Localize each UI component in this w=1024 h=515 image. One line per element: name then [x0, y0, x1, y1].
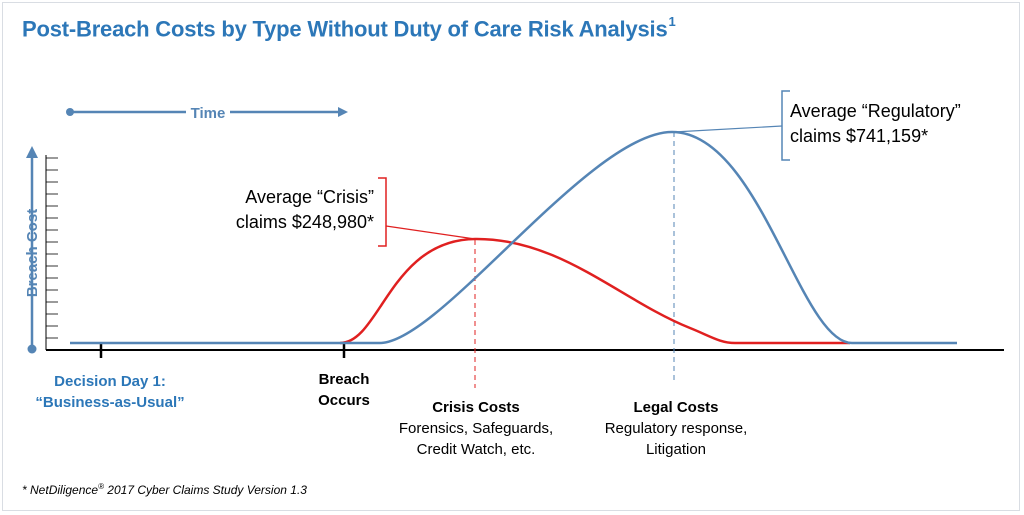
time-arrow — [66, 107, 348, 117]
title-text: Post-Breach Costs by Type Without Duty o… — [22, 16, 668, 42]
breach-line2: Occurs — [318, 392, 370, 409]
legal-costs-title: Legal Costs — [633, 399, 719, 416]
footnote-brand: NetDiligence — [30, 483, 99, 497]
time-label: Time — [191, 105, 226, 122]
legal-costs-line2: Litigation — [645, 441, 707, 458]
crisis-costs-line1: Forensics, Safeguards, — [398, 420, 554, 437]
footnote-rest: 2017 Cyber Claims Study Version 1.3 — [103, 483, 307, 497]
regulatory-annotation-line1: Average “Regulatory” — [790, 101, 961, 121]
breach-line1: Breach — [318, 371, 370, 388]
crisis-costs-title: Crisis Costs — [432, 399, 520, 416]
decision-day-label: Decision Day 1: “Business-as-Usual” — [30, 371, 190, 413]
legal-costs-line1: Regulatory response, — [604, 420, 748, 437]
title-superscript: 1 — [668, 14, 676, 29]
decision-day-line1: Decision Day 1: — [54, 373, 166, 390]
footnote-mark: ® — [98, 482, 104, 491]
breach-occurs-label: Breach Occurs — [294, 369, 394, 411]
crisis-callout-bracket — [378, 177, 476, 247]
crisis-annotation-line1: Average “Crisis” — [245, 187, 374, 207]
y-axis — [26, 146, 38, 354]
legal-costs-label: Legal Costs Regulatory response, Litigat… — [586, 397, 766, 460]
series-crisis-line — [339, 237, 850, 345]
regulatory-annotation-line2: claims $741,159* — [790, 126, 928, 146]
y-axis-label: Breach Cost — [24, 209, 41, 297]
regulatory-callout-bracket — [673, 90, 790, 161]
footnote-prefix: * — [22, 483, 31, 497]
crisis-annotation-line2: claims $248,980* — [236, 212, 374, 232]
y-axis-ticks — [45, 155, 58, 350]
series-regulatory-line — [70, 130, 957, 345]
footnote: * NetDiligence® 2017 Cyber Claims Study … — [22, 482, 307, 497]
crisis-costs-label: Crisis Costs Forensics, Safeguards, Cred… — [386, 397, 566, 460]
chart-title: Post-Breach Costs by Type Without Duty o… — [22, 14, 676, 42]
crisis-costs-line2: Credit Watch, etc. — [416, 441, 536, 458]
decision-day-line2: “Business-as-Usual” — [35, 394, 185, 411]
